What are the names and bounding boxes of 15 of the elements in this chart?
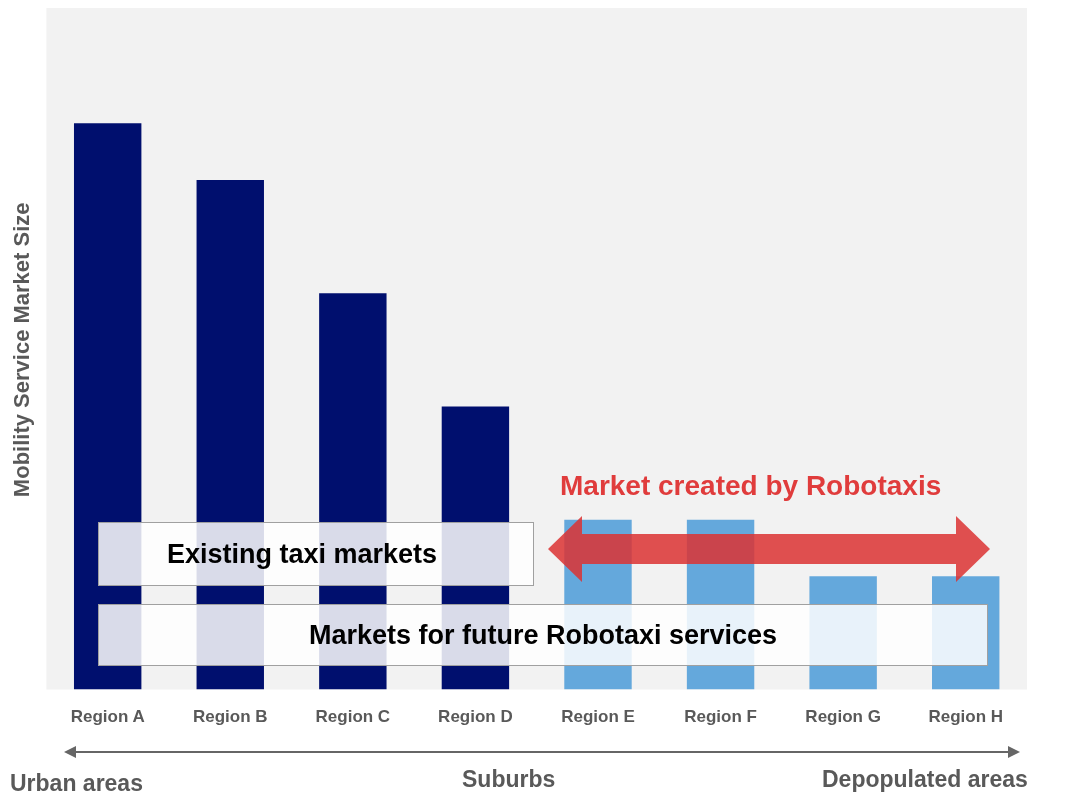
x-tick-label: Region G (805, 707, 881, 727)
x-tick-label: Region C (315, 707, 391, 727)
x-tick-label: Region D (438, 707, 513, 727)
x-tick-label: Region A (70, 707, 145, 727)
x-tick-label: Region H (928, 707, 1004, 727)
x-tick-label: Region B (192, 707, 268, 727)
x-tick-label: Region E (561, 707, 635, 727)
y-axis-title: Mobility Service Market Size (9, 202, 35, 498)
x-tick-label: Region F (684, 707, 757, 727)
label-box: Markets for future Robotaxi services (98, 604, 988, 666)
annotation: Market created by Robotaxis (560, 470, 942, 502)
text: Depopulated areas (822, 766, 1028, 793)
text: Urban areas (10, 770, 143, 797)
text: Suburbs (462, 766, 556, 793)
label-box: Existing taxi markets (98, 522, 534, 586)
